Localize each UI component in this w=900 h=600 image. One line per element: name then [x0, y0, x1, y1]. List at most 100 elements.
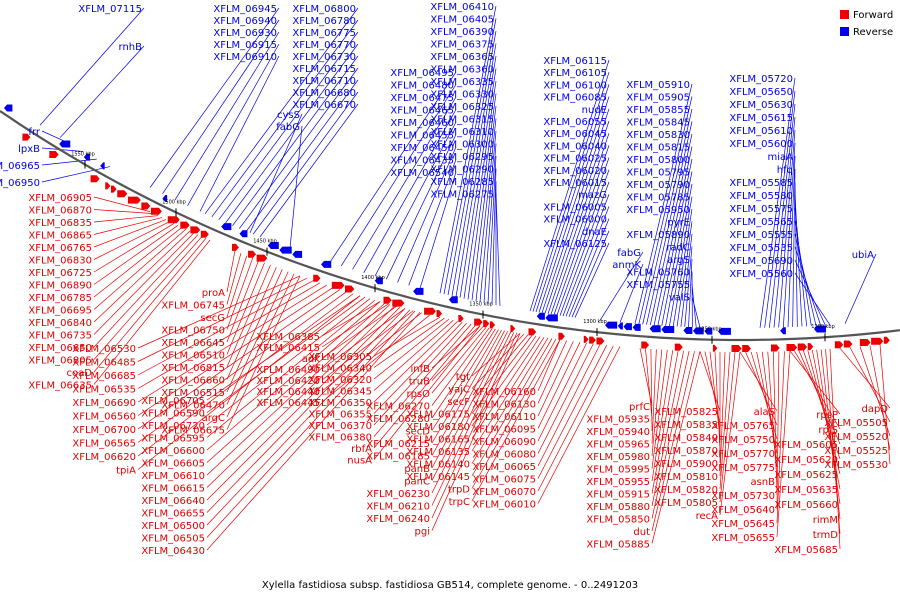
forward-gene-label: XFLM_06270: [366, 402, 430, 413]
reverse-gene-label: XFLM_06000: [543, 215, 607, 226]
reverse-gene-label: XFLM_07115: [78, 4, 142, 15]
leader-line: [574, 242, 610, 318]
forward-gene-arrow: [871, 337, 884, 345]
forward-gene-label: XFLM_05980: [586, 452, 650, 463]
leader-line: [651, 350, 690, 519]
forward-gene-label: XFLM_05525: [824, 446, 888, 457]
reverse-gene-label: XFLM_06335: [430, 77, 494, 88]
reverse-gene-label: XFLM_06450: [390, 143, 454, 154]
forward-gene-label: rpsO: [406, 389, 430, 400]
leader-line: [206, 305, 396, 488]
leader-line: [839, 347, 891, 409]
forward-gene-label: XFLM_05645: [711, 519, 775, 530]
leader-line: [794, 272, 831, 326]
leader-line: [544, 120, 610, 314]
reverse-gene-label: XFLM_05890: [626, 230, 690, 241]
forward-gene-label: XFLM_06430: [141, 546, 205, 557]
forward-gene-label: XFLM_05660: [774, 500, 838, 511]
leader-line: [321, 301, 381, 337]
forward-gene-arrow: [383, 296, 392, 304]
forward-gene-arrow: [90, 175, 100, 183]
leader-line: [226, 257, 254, 330]
leader-line: [792, 168, 796, 327]
gene-features: [4, 104, 890, 352]
forward-gene-label: XFLM_05640: [711, 505, 775, 516]
reverse-gene-arrow: [4, 104, 13, 112]
reverse-gene-arrow: [605, 321, 618, 329]
forward-gene-label: XFLM_06720: [141, 421, 205, 432]
forward-gene-label: XFLM_06765: [28, 243, 92, 254]
reverse-gene-arrow: [83, 153, 90, 161]
forward-gene-label: XFLM_06590: [141, 409, 205, 420]
reverse-gene-label: XFLM_06775: [292, 28, 356, 39]
reverse-gene-label: XFLM_06460: [390, 118, 454, 129]
reverse-gene-label: XFLM_06680: [292, 88, 356, 99]
leader-line: [471, 333, 525, 389]
label-leader-lines: [39, 5, 891, 551]
forward-gene-label: XFLM_06110: [472, 412, 536, 423]
reverse-gene-label: fabG: [276, 122, 300, 133]
leader-line: [321, 303, 389, 348]
forward-gene-label: rbfA: [351, 444, 372, 455]
forward-gene-label: XFLM_06705: [141, 396, 205, 407]
kbp-tick-label: 1250 kbp: [698, 327, 722, 333]
leader-line: [321, 312, 422, 392]
leader-line: [537, 339, 561, 392]
leader-line: [211, 19, 359, 218]
leader-line: [206, 310, 416, 538]
reverse-gene-label: XFLM_06040: [543, 141, 607, 152]
leader-line: [204, 7, 359, 214]
forward-gene-label: XFLM_05935: [586, 415, 650, 426]
reverse-gene-arrow: [632, 323, 641, 331]
leader-line: [206, 302, 386, 463]
leader-line: [93, 239, 211, 385]
leader-line: [451, 43, 497, 297]
reverse-gene-arrow: [267, 242, 279, 250]
leader-line: [443, 18, 497, 295]
reverse-gene-label: miaA: [768, 152, 794, 163]
forward-gene-label: tpiA: [116, 466, 136, 477]
genome-backbone: [0, 110, 900, 342]
reverse-gene-label: XFLM_06410: [430, 2, 494, 13]
leader-line: [252, 91, 359, 235]
leader-line: [776, 351, 785, 524]
reverse-gene-label: XFLM_06295: [430, 152, 494, 163]
forward-gene-label: XFLM_05505: [824, 418, 888, 429]
forward-gene-arrow: [589, 336, 596, 344]
reverse-gene-label: XFLM_05585: [729, 178, 793, 189]
reverse-gene-arrow: [623, 323, 632, 331]
leader-line: [226, 250, 236, 293]
reverse-gene-label: XFLM_06670: [292, 100, 356, 111]
reverse-gene-label: XFLM_05905: [626, 93, 690, 104]
leader-line: [93, 217, 163, 235]
forward-gene-label: XFLM_06595: [141, 434, 205, 445]
reverse-gene-label: mazG: [578, 190, 607, 201]
forward-gene-label: XFLM_06215: [366, 439, 430, 450]
reverse-gene-label: XFLM_05580: [729, 191, 793, 202]
forward-gene-label: XFLM_06280: [366, 414, 430, 425]
leader-line: [226, 273, 295, 418]
leader-line: [471, 335, 533, 414]
forward-gene-label: XFLM_05955: [586, 477, 650, 488]
leader-line: [373, 323, 472, 437]
forward-gene-label: proA: [202, 288, 225, 299]
forward-gene-label: argC: [202, 413, 225, 424]
leader-line: [352, 96, 457, 270]
leader-line: [699, 351, 721, 412]
leader-line: [471, 334, 529, 402]
leader-line: [206, 296, 366, 413]
reverse-gene-label: XFLM_05600: [729, 139, 793, 150]
leader-line: [538, 96, 610, 313]
leader-line: [93, 219, 167, 248]
leader-line: [174, 31, 280, 201]
forward-gene-label: XFLM_06565: [72, 439, 136, 450]
forward-gene-arrow: [786, 343, 798, 351]
forward-gene-arrow: [489, 321, 496, 329]
reverse-gene-label: XFLM_06910: [213, 52, 277, 63]
kbp-ticks: 1550 kbp 1500 kbp 1450 kbp 1400 kbp 1350 kbp…: [71, 151, 835, 344]
forward-gene-label: XFLM_06815: [161, 363, 225, 374]
forward-gene-label: XFLM_06505: [141, 534, 205, 545]
leader-line: [650, 348, 653, 432]
reverse-gene-label: XFLM_06005: [543, 202, 607, 213]
forward-gene-label: XFLM_06865: [28, 231, 92, 242]
